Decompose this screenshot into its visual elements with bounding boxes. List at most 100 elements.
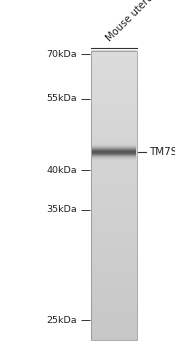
Bar — [91, 89, 136, 90]
Bar — [91, 284, 136, 286]
Bar — [91, 80, 136, 82]
Bar — [91, 87, 136, 88]
Bar — [91, 61, 136, 62]
Bar — [91, 299, 136, 300]
Bar — [91, 92, 136, 93]
Bar — [92, 144, 136, 145]
Bar — [92, 165, 136, 166]
Bar — [91, 67, 136, 68]
Bar — [91, 199, 136, 201]
Bar — [91, 287, 136, 288]
Bar — [91, 159, 136, 160]
Bar — [91, 143, 136, 144]
Bar — [91, 307, 136, 308]
Bar — [91, 76, 136, 78]
Bar — [92, 140, 136, 141]
Bar — [91, 116, 136, 117]
Bar — [91, 228, 136, 229]
Bar — [91, 129, 136, 131]
Bar — [91, 213, 136, 214]
Bar — [91, 121, 136, 122]
Bar — [92, 140, 136, 141]
Bar — [91, 135, 136, 136]
Bar — [91, 330, 136, 332]
Bar — [92, 139, 136, 140]
Bar — [91, 238, 136, 239]
Bar — [91, 253, 136, 254]
Bar — [91, 226, 136, 227]
Bar — [91, 212, 136, 214]
Bar — [91, 119, 136, 120]
Bar — [92, 145, 136, 146]
Bar — [91, 311, 136, 313]
Bar — [91, 158, 136, 160]
Bar — [91, 234, 136, 236]
Bar — [91, 165, 136, 166]
Bar — [91, 150, 136, 152]
Bar — [91, 133, 136, 134]
Bar — [91, 225, 136, 226]
Bar — [91, 176, 136, 177]
Bar — [91, 209, 136, 211]
Bar — [91, 203, 136, 205]
Bar — [91, 281, 136, 283]
Bar — [91, 285, 136, 287]
Bar — [92, 160, 136, 161]
Bar — [91, 216, 136, 217]
Bar — [91, 244, 136, 245]
Bar — [91, 81, 136, 83]
Bar — [91, 173, 136, 174]
Bar — [91, 167, 136, 168]
Bar — [91, 86, 136, 88]
Bar — [92, 150, 136, 151]
Bar — [91, 152, 136, 153]
Bar — [91, 124, 136, 125]
Bar — [91, 331, 136, 333]
Bar — [91, 335, 136, 337]
Bar — [92, 170, 136, 171]
Bar — [92, 151, 136, 152]
Bar — [91, 336, 136, 337]
Bar — [92, 169, 136, 170]
Bar — [92, 154, 136, 155]
Bar — [91, 75, 136, 76]
Bar — [92, 157, 136, 158]
Bar — [91, 142, 136, 143]
Bar — [91, 240, 136, 241]
Bar — [92, 135, 136, 136]
Bar — [92, 137, 136, 138]
Bar — [91, 164, 136, 165]
Bar — [91, 265, 136, 266]
Bar — [91, 136, 136, 138]
Bar — [92, 159, 136, 160]
Bar — [92, 135, 136, 136]
Bar — [91, 258, 136, 260]
Bar — [91, 312, 136, 314]
Bar — [91, 279, 136, 281]
Bar — [91, 72, 136, 73]
Bar — [91, 153, 136, 154]
Bar — [91, 182, 136, 183]
Text: Mouse uterus: Mouse uterus — [104, 0, 159, 44]
Bar — [91, 176, 136, 178]
Text: 35kDa: 35kDa — [46, 205, 77, 215]
Bar — [91, 239, 136, 240]
Bar — [91, 157, 136, 159]
Bar — [91, 298, 136, 299]
Bar — [91, 130, 136, 132]
Bar — [91, 222, 136, 223]
Bar — [92, 133, 136, 134]
Bar — [91, 84, 136, 85]
Bar — [91, 148, 136, 149]
Bar — [91, 175, 136, 176]
Bar — [91, 50, 136, 52]
Bar — [91, 214, 136, 215]
Bar — [91, 69, 136, 70]
Bar — [92, 158, 136, 159]
Text: 40kDa: 40kDa — [46, 166, 77, 175]
Bar — [91, 125, 136, 126]
Bar — [91, 303, 136, 305]
Bar — [91, 323, 136, 324]
Bar — [91, 52, 136, 54]
Bar — [91, 60, 136, 61]
